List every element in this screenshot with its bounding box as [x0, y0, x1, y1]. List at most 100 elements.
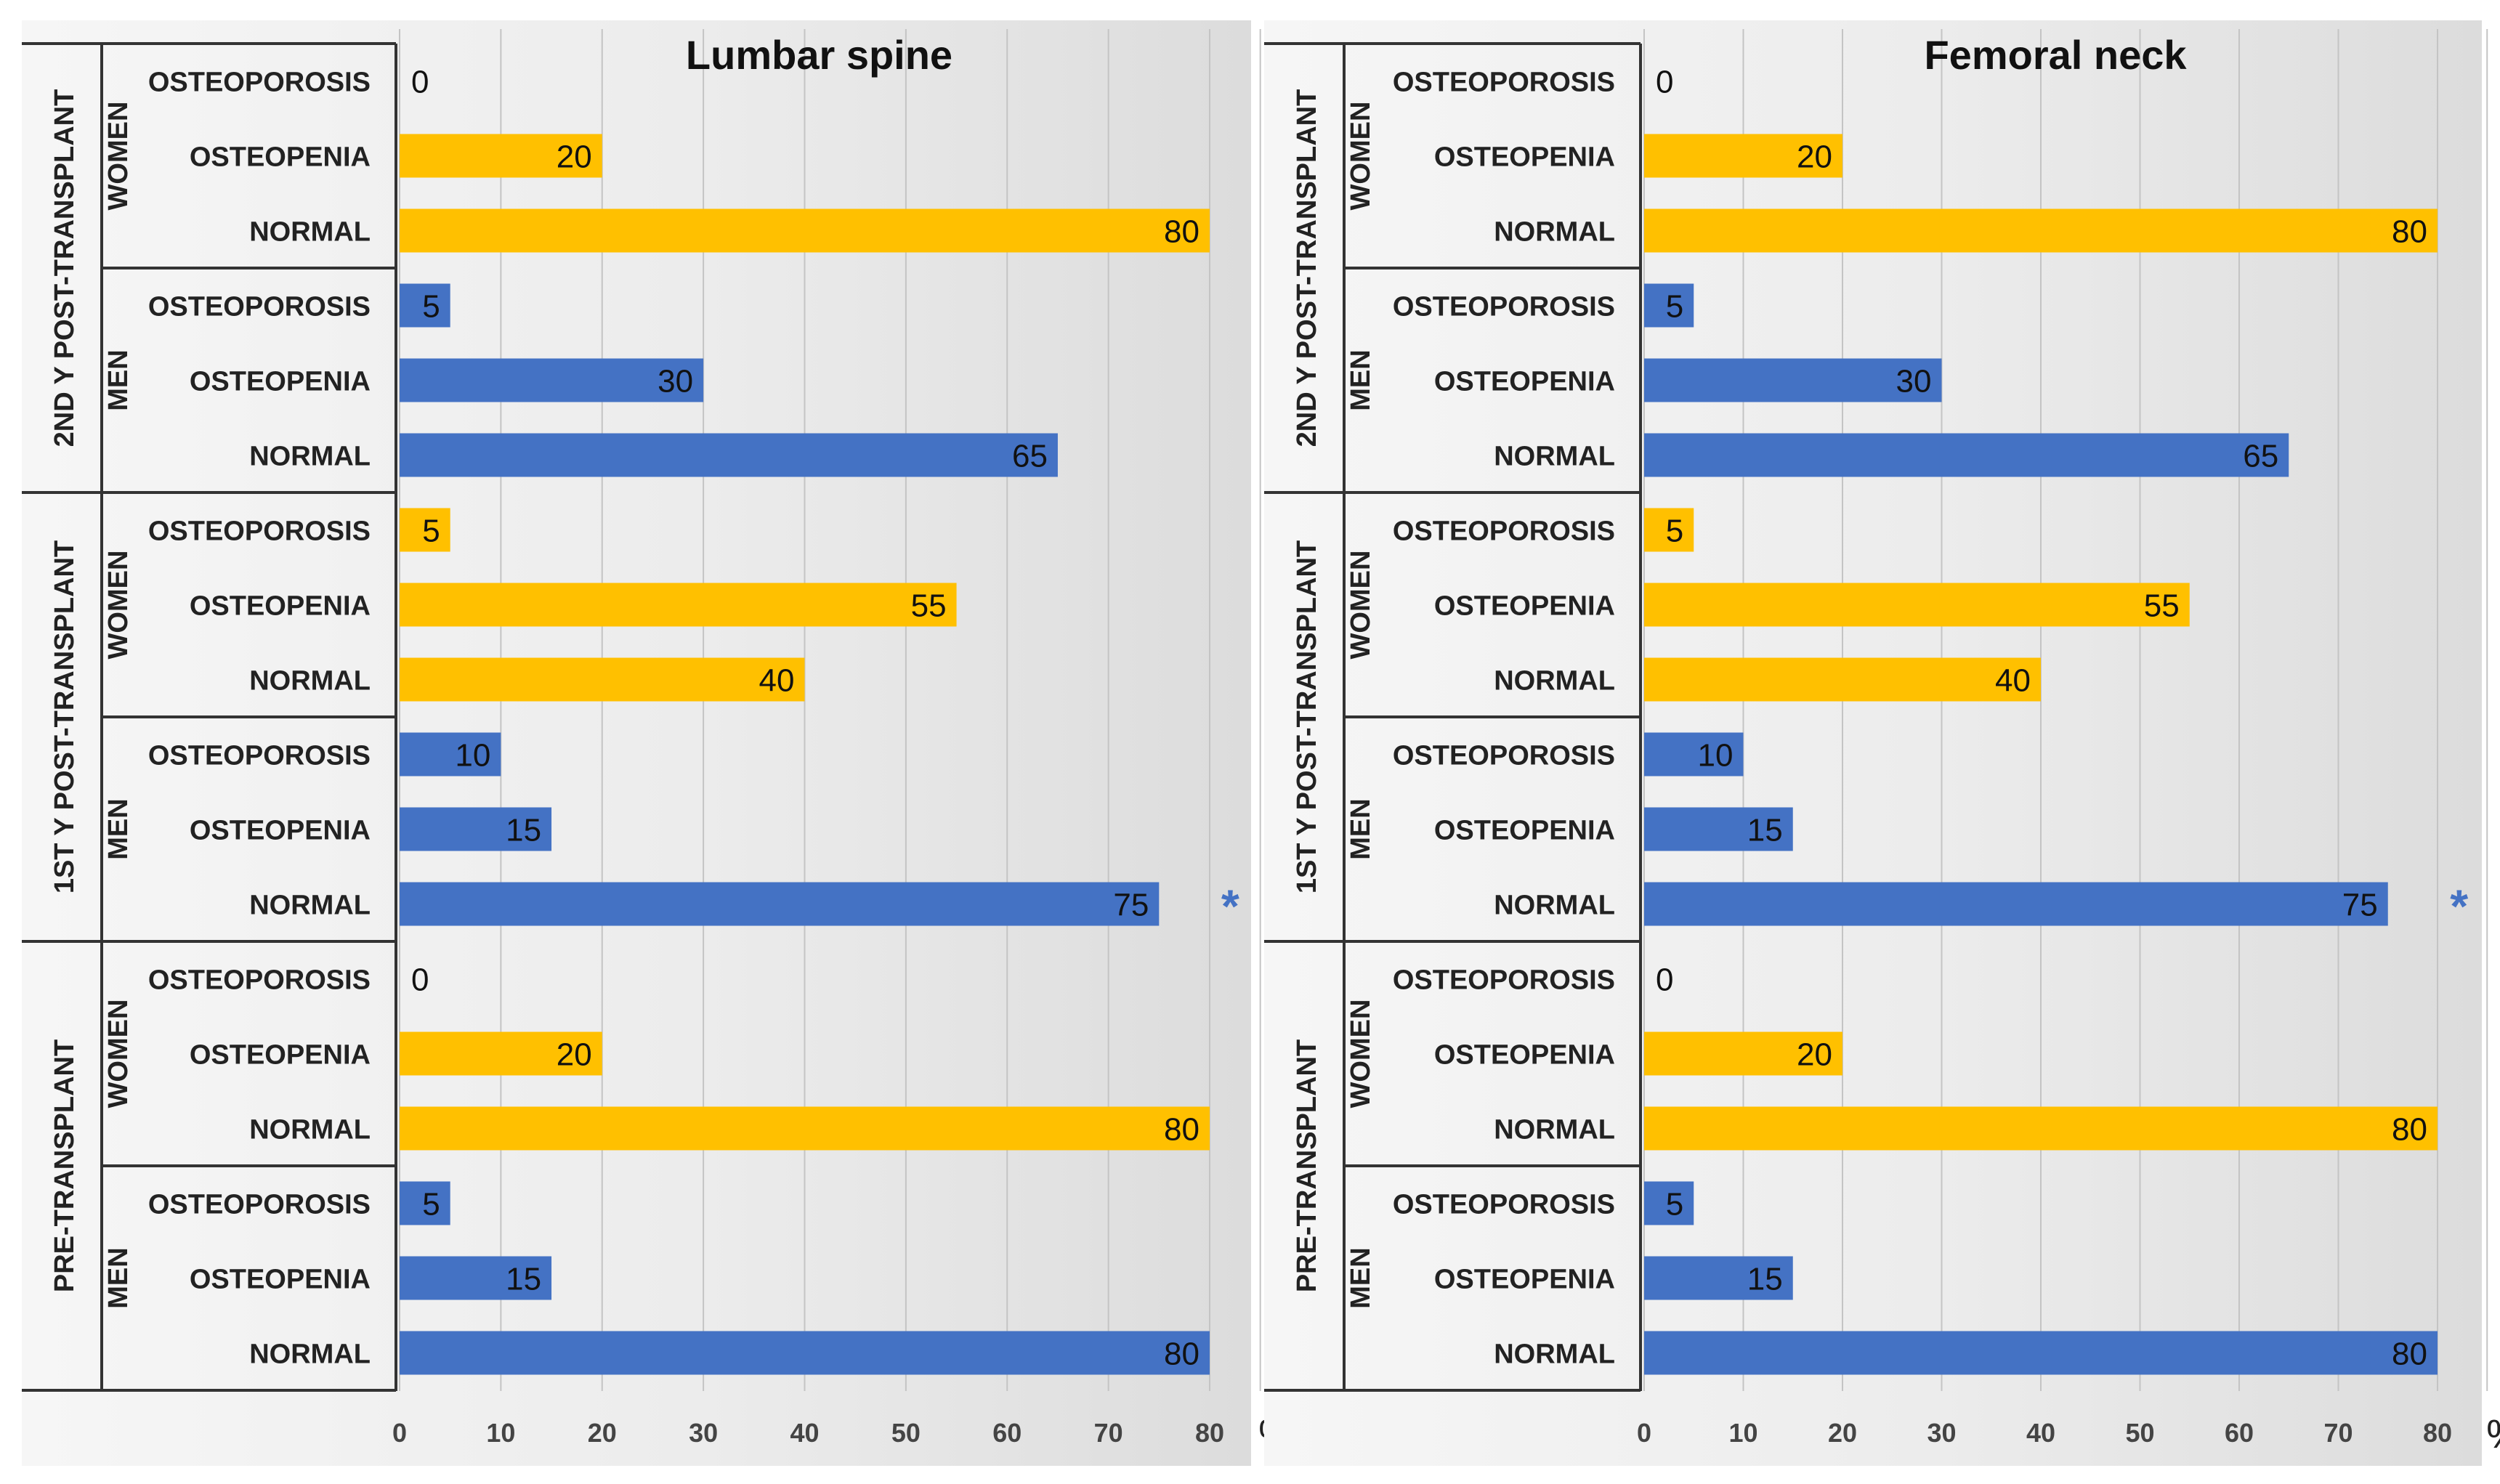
panel-background: [1264, 20, 2482, 1466]
x-tick-label: 10: [1728, 1418, 1757, 1448]
data-label: 5: [1666, 514, 1683, 549]
subgroup-label: MEN: [1346, 1247, 1376, 1308]
category-label: OSTEOPOROSIS: [148, 1190, 371, 1220]
category-label: NORMAL: [1494, 891, 1615, 921]
subgroup-label: WOMEN: [103, 551, 134, 660]
bar-pre-transplant-men-osteopenia: [1644, 1256, 1793, 1300]
category-label: OSTEOPOROSIS: [1393, 741, 1615, 771]
subgroup-label: MEN: [1346, 349, 1376, 410]
category-label: OSTEOPOROSIS: [1393, 516, 1615, 547]
bar-pre-transplant-men-normal: [1644, 1331, 2438, 1375]
category-label: NORMAL: [249, 1115, 371, 1146]
bar-pre-transplant-men-osteopenia: [400, 1256, 552, 1300]
category-label: NORMAL: [249, 1339, 371, 1370]
category-label: OSTEOPOROSIS: [1393, 292, 1615, 323]
data-label: 30: [658, 364, 693, 400]
x-tick-label: 10: [486, 1418, 515, 1448]
subgroup-label: WOMEN: [1346, 102, 1376, 211]
x-tick-label: 30: [1927, 1418, 1956, 1448]
bar-2nd-y-post-transplant-men-osteoporosis: [1644, 283, 1694, 328]
data-label: 80: [2392, 1337, 2427, 1372]
category-label: NORMAL: [1494, 666, 1615, 697]
panel-background: [22, 20, 1251, 1466]
subgroup-label: MEN: [103, 798, 134, 859]
x-tick-label: 50: [891, 1418, 921, 1448]
data-label: 40: [1995, 663, 2031, 699]
data-label: 5: [422, 289, 440, 325]
data-label: 15: [506, 1262, 541, 1297]
data-label: 20: [1797, 139, 1832, 175]
bar-pre-transplant-women-osteopenia: [400, 1031, 602, 1076]
data-label: 20: [557, 1037, 592, 1073]
chart-panel-lumbar-spine: Lumbar spine OSTEOPOROSIS 0 OSTEOPENIA 20 NOR…: [22, 20, 1295, 1466]
x-tick-label: 0: [392, 1418, 407, 1448]
data-label: 15: [1747, 813, 1783, 848]
data-label: 65: [2243, 439, 2278, 474]
category-label: OSTEOPENIA: [1434, 367, 1615, 397]
data-label: 5: [1666, 1187, 1683, 1223]
subgroup-label: WOMEN: [1346, 551, 1376, 660]
data-label: 80: [1164, 1337, 1200, 1372]
subgroup-label: MEN: [1346, 798, 1376, 859]
category-label: OSTEOPENIA: [1434, 142, 1615, 173]
group-label: PRE-TRANSPLANT: [1292, 1039, 1322, 1292]
category-label: OSTEOPENIA: [1434, 591, 1615, 622]
x-tick-label: 70: [2323, 1418, 2353, 1448]
x-tick-label: 50: [2125, 1418, 2154, 1448]
bar-2nd-y-post-transplant-women-osteopenia: [400, 134, 602, 178]
bar-2nd-y-post-transplant-men-normal: [1644, 433, 2289, 477]
x-tick-label: 60: [992, 1418, 1022, 1448]
data-label: 10: [1698, 738, 1734, 774]
data-label: 5: [422, 514, 440, 549]
data-label: 5: [1666, 289, 1683, 325]
group-label: 2ND Y POST-TRANSPLANT: [1292, 89, 1322, 447]
category-label: OSTEOPOROSIS: [1393, 965, 1615, 996]
bar-1st-y-post-transplant-women-osteoporosis: [400, 508, 450, 552]
bar-1st-y-post-transplant-men-normal: [1644, 882, 2388, 926]
bar-2nd-y-post-transplant-women-normal: [1644, 208, 2438, 253]
category-label: NORMAL: [1494, 1115, 1615, 1146]
x-tick-label: 0: [1637, 1418, 1651, 1448]
bar-1st-y-post-transplant-women-normal: [400, 657, 805, 702]
bar-pre-transplant-men-osteoporosis: [1644, 1181, 1694, 1225]
chart-panel-femoral-neck: Femoral neck OSTEOPOROSIS 0 OSTEOPENIA 20 NOR…: [1264, 20, 2500, 1466]
category-label: OSTEOPENIA: [1434, 816, 1615, 846]
category-label: OSTEOPENIA: [190, 1265, 371, 1295]
group-label: 2ND Y POST-TRANSPLANT: [49, 89, 80, 447]
bar-2nd-y-post-transplant-women-osteopenia: [1644, 134, 1842, 178]
category-label: OSTEOPOROSIS: [148, 292, 371, 323]
bar-2nd-y-post-transplant-women-normal: [400, 208, 1210, 253]
data-label: 20: [1797, 1037, 1832, 1073]
category-label: OSTEOPOROSIS: [148, 68, 371, 98]
category-label: OSTEOPENIA: [190, 816, 371, 846]
category-label: OSTEOPOROSIS: [148, 741, 371, 771]
bar-1st-y-post-transplant-men-osteoporosis: [1644, 732, 1744, 777]
x-axis-label: %: [2486, 1411, 2500, 1456]
category-label: OSTEOPOROSIS: [1393, 68, 1615, 98]
category-label: OSTEOPENIA: [1434, 1265, 1615, 1295]
data-label: 80: [2392, 1112, 2427, 1148]
bar-pre-transplant-women-normal: [400, 1106, 1210, 1151]
bar-pre-transplant-men-normal: [400, 1331, 1210, 1375]
bar-1st-y-post-transplant-men-osteoporosis: [400, 732, 501, 777]
category-label: OSTEOPENIA: [1434, 1040, 1615, 1071]
category-label: NORMAL: [249, 666, 371, 697]
data-label: 15: [506, 813, 541, 848]
group-label: 1ST Y POST-TRANSPLANT: [49, 540, 80, 893]
category-label: OSTEOPOROSIS: [148, 965, 371, 996]
bar-1st-y-post-transplant-men-osteopenia: [1644, 807, 1793, 851]
category-label: OSTEOPENIA: [190, 367, 371, 397]
bar-2nd-y-post-transplant-men-osteopenia: [1644, 358, 1942, 402]
data-label: 80: [1164, 214, 1200, 250]
subgroup-label: MEN: [103, 349, 134, 410]
category-label: NORMAL: [249, 217, 371, 248]
bar-1st-y-post-transplant-women-osteopenia: [1644, 583, 2190, 627]
category-label: NORMAL: [1494, 442, 1615, 472]
data-label: 55: [911, 588, 947, 624]
data-label: 75: [1113, 888, 1149, 923]
data-label: 30: [1896, 364, 1932, 400]
data-label: 15: [1747, 1262, 1783, 1297]
category-label: OSTEOPOROSIS: [1393, 1190, 1615, 1220]
data-label: 5: [422, 1187, 440, 1223]
